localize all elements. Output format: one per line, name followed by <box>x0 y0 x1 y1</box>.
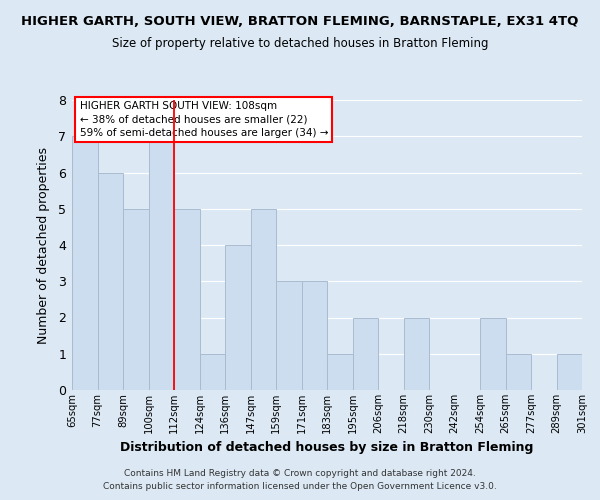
Y-axis label: Number of detached properties: Number of detached properties <box>37 146 50 344</box>
Bar <box>327 354 353 390</box>
Bar <box>199 354 225 390</box>
Text: Contains HM Land Registry data © Crown copyright and database right 2024.: Contains HM Land Registry data © Crown c… <box>124 468 476 477</box>
Bar <box>251 209 276 390</box>
Bar <box>505 354 531 390</box>
Bar <box>174 209 199 390</box>
Bar <box>149 136 174 390</box>
Text: HIGHER GARTH, SOUTH VIEW, BRATTON FLEMING, BARNSTAPLE, EX31 4TQ: HIGHER GARTH, SOUTH VIEW, BRATTON FLEMIN… <box>22 15 578 28</box>
Bar <box>72 136 97 390</box>
Bar <box>353 318 378 390</box>
Bar <box>302 281 327 390</box>
Text: HIGHER GARTH SOUTH VIEW: 108sqm
← 38% of detached houses are smaller (22)
59% of: HIGHER GARTH SOUTH VIEW: 108sqm ← 38% of… <box>80 102 328 138</box>
Text: Contains public sector information licensed under the Open Government Licence v3: Contains public sector information licen… <box>103 482 497 491</box>
Bar <box>276 281 302 390</box>
X-axis label: Distribution of detached houses by size in Bratton Fleming: Distribution of detached houses by size … <box>121 442 533 454</box>
Bar <box>225 245 251 390</box>
Bar <box>123 209 149 390</box>
Bar <box>97 172 123 390</box>
Bar <box>557 354 582 390</box>
Bar <box>480 318 505 390</box>
Text: Size of property relative to detached houses in Bratton Fleming: Size of property relative to detached ho… <box>112 38 488 51</box>
Bar <box>404 318 429 390</box>
